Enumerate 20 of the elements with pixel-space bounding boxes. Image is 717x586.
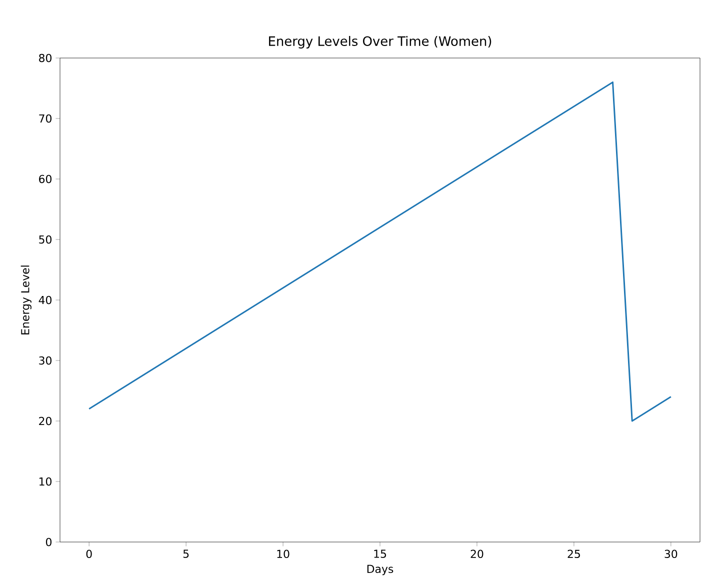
y-tick-label: 10 [39,477,52,486]
x-tick-label: 15 [374,550,386,558]
x-tick-label: 0 [86,550,92,558]
y-tick-label: 30 [39,356,52,365]
y-tick-label: 0 [46,538,52,546]
y-tick-label: 50 [39,235,52,244]
y-tick-label: 40 [38,296,52,304]
x-tick-label: 25 [568,550,580,558]
x-tick-label: 5 [183,550,189,558]
line-series [88,81,672,422]
x-tick-label: 10 [277,550,290,558]
y-tick-label: 80 [39,54,52,62]
y-tick-label: 60 [39,174,52,184]
x-tick-label: 20 [470,550,484,558]
y-tick-label: 70 [39,114,52,123]
x-axis-title: Days [367,564,394,576]
y-tick-label: 20 [39,416,52,426]
y-axis-title: Energy Level [20,266,32,334]
chart-title: Energy Levels Over Time (Women) [269,36,492,48]
x-tick-label: 30 [664,550,678,558]
